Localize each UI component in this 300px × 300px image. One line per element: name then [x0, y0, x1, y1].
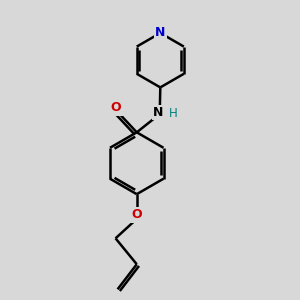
Text: O: O	[131, 208, 142, 221]
Text: O: O	[111, 101, 122, 114]
Text: N: N	[153, 106, 164, 119]
Text: N: N	[155, 26, 166, 40]
Text: H: H	[169, 107, 177, 120]
